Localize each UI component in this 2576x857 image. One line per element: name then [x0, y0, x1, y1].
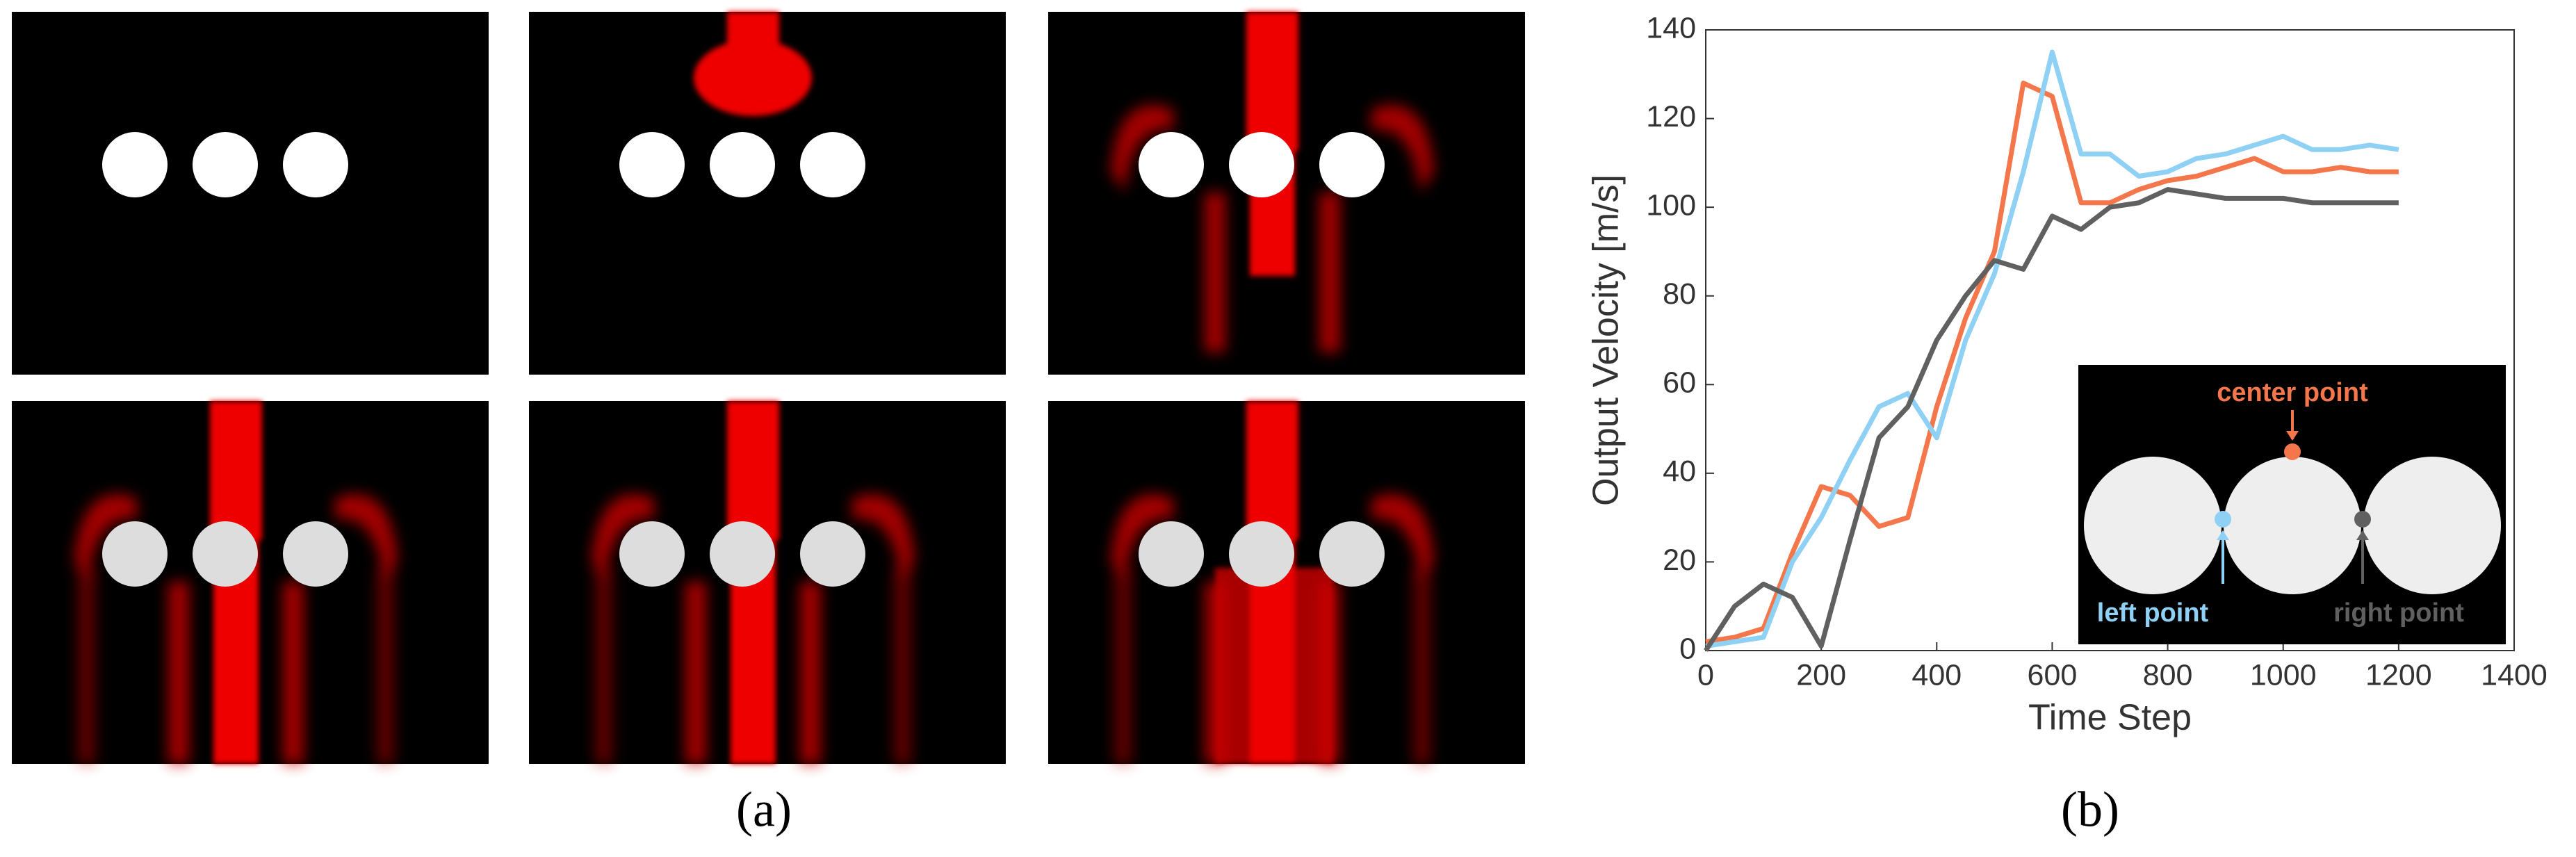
- sim-panel: [12, 401, 489, 764]
- plume: [694, 12, 812, 116]
- legend-marker: [2215, 511, 2231, 528]
- legend-cylinder: [2084, 457, 2222, 594]
- legend-marker: [2284, 443, 2301, 460]
- x-tick-label: 1000: [2250, 658, 2317, 692]
- cylinder: [619, 521, 685, 587]
- side-vortex: [1111, 494, 1173, 582]
- branch: [1205, 582, 1225, 764]
- jet: [727, 401, 779, 540]
- branch: [685, 582, 706, 764]
- x-tick-label: 0: [1697, 658, 1714, 692]
- y-tick-label: 140: [1646, 11, 1696, 44]
- cylinder: [1229, 521, 1294, 587]
- cylinder: [102, 132, 168, 197]
- side-vortex: [852, 494, 915, 582]
- edge-wake: [595, 568, 612, 764]
- branch: [1205, 193, 1225, 352]
- edge-wake: [78, 568, 95, 764]
- legend-label: left point: [2097, 598, 2209, 628]
- plume-soft: [1111, 105, 1434, 352]
- cylinder: [1229, 132, 1294, 197]
- sim-panel: [529, 401, 1006, 764]
- x-tick-label: 800: [2143, 658, 2193, 692]
- y-tick-label: 100: [1646, 189, 1696, 222]
- cylinder: [283, 521, 348, 587]
- jet-head: [694, 40, 812, 116]
- plume-soft: [1111, 494, 1434, 764]
- panel-label: (b): [2061, 782, 2119, 838]
- plume-soft: [592, 494, 915, 764]
- branch: [283, 582, 304, 764]
- x-tick-label: 1400: [2481, 658, 2548, 692]
- legend-cylinder: [2363, 457, 2501, 594]
- branch: [800, 582, 821, 764]
- cylinder: [710, 132, 775, 197]
- x-tick-label: 200: [1796, 658, 1846, 692]
- jet: [1246, 12, 1298, 151]
- cylinder: [800, 521, 865, 587]
- y-tick-label: 40: [1663, 455, 1696, 488]
- sim-panel: [1048, 401, 1525, 764]
- edge-wake: [1114, 568, 1132, 764]
- plume-soft: [74, 494, 398, 764]
- side-vortex: [74, 494, 137, 582]
- y-tick-label: 80: [1663, 277, 1696, 311]
- cylinder: [619, 132, 685, 197]
- cylinder: [800, 132, 865, 197]
- side-vortex: [1371, 105, 1434, 193]
- side-vortex: [1111, 105, 1173, 193]
- legend-label: center point: [2217, 378, 2368, 407]
- jet: [210, 401, 262, 540]
- cylinder: [1319, 132, 1385, 197]
- y-tick-label: 120: [1646, 100, 1696, 133]
- legend-arrowhead: [2217, 530, 2229, 540]
- panel-label: (a): [736, 782, 792, 838]
- cylinder: [193, 521, 258, 587]
- x-tick-label: 1200: [2365, 658, 2432, 692]
- side-vortex: [1371, 494, 1434, 582]
- line-chart: 0 200 400 600 800 1000 1200 1400 0 20 40 60 80 100 120…: [1586, 11, 2548, 737]
- x-tick-label: 400: [1911, 658, 1962, 692]
- jet-wide: [1215, 568, 1333, 764]
- cylinder: [710, 521, 775, 587]
- branch: [168, 582, 189, 764]
- cylinder: [283, 132, 348, 197]
- edge-wake: [894, 568, 911, 764]
- series-line: [1704, 187, 2399, 652]
- y-tick-label: 20: [1663, 544, 1696, 577]
- edge-wake: [377, 568, 394, 764]
- side-vortex: [592, 494, 654, 582]
- simulation-panels: [12, 12, 1525, 764]
- cylinder: [102, 521, 168, 587]
- cylinder: [193, 132, 258, 197]
- x-tick-label: 600: [2028, 658, 2078, 692]
- series-line: [1705, 49, 2399, 649]
- sim-panel: [12, 12, 489, 375]
- sim-panel: [529, 12, 1006, 375]
- edge-wake: [1413, 568, 1430, 764]
- jet: [1246, 401, 1298, 540]
- sim-panel: [1048, 12, 1525, 375]
- panel-bg: [12, 12, 489, 375]
- legend-label: right point: [2333, 598, 2464, 628]
- cylinder: [1319, 521, 1385, 587]
- legend-arrowhead: [2356, 530, 2369, 540]
- legend-marker: [2354, 511, 2371, 528]
- y-tick-label: 0: [1679, 632, 1696, 665]
- branch: [1319, 582, 1340, 764]
- x-axis-label: Time Step: [2028, 698, 2192, 738]
- y-tick-label: 60: [1663, 366, 1696, 400]
- cylinder: [1139, 521, 1204, 587]
- cylinder: [1139, 132, 1204, 197]
- y-axis-label: Output Velocity [m/s]: [1586, 174, 1627, 506]
- branch: [1319, 193, 1340, 352]
- legend-arrowhead: [2286, 431, 2299, 441]
- legend-cylinder: [2224, 457, 2361, 594]
- series-line: [1705, 81, 2399, 644]
- side-vortex: [335, 494, 398, 582]
